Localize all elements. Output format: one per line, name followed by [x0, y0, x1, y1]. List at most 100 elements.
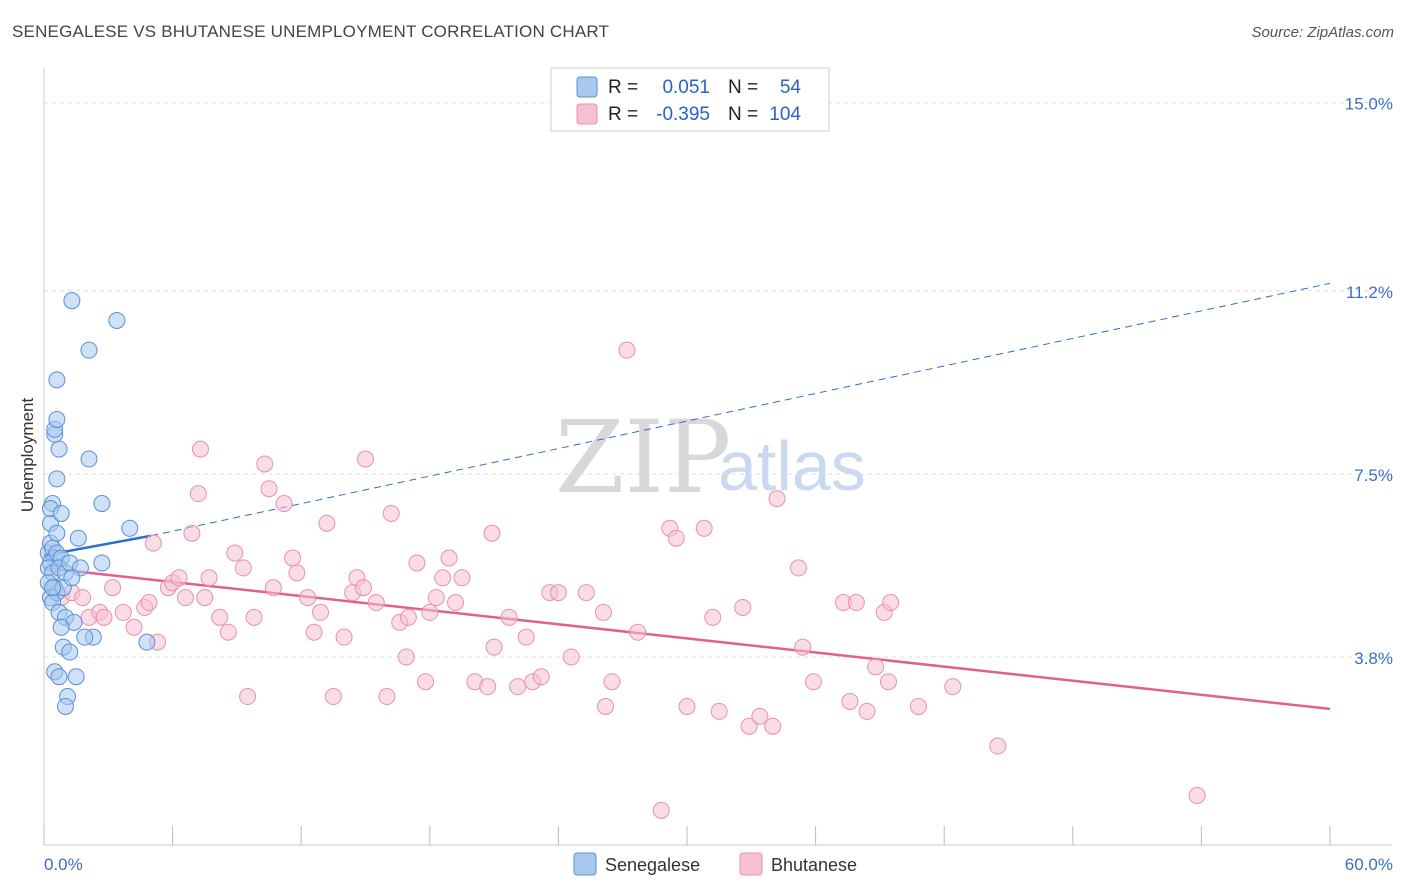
bhutanese-point — [667, 529, 685, 547]
bhutanese-point — [256, 455, 274, 473]
bhutanese-point — [509, 678, 527, 696]
bhutanese-trend-line — [43, 566, 1331, 711]
senegalese-point — [52, 618, 70, 636]
bhutanese-point — [335, 628, 353, 646]
bhutanese-point — [305, 623, 323, 641]
tick-labels: 3.8% 7.5% 11.2% 15.0% 0.0% 60.0% — [44, 95, 1393, 874]
y-tick-label: 7.5% — [1354, 466, 1393, 485]
watermark-atlas: atlas — [718, 427, 866, 505]
bhutanese-point — [318, 514, 336, 532]
bhutanese-point — [284, 549, 302, 567]
bhutanese-point — [408, 554, 426, 572]
bhutanese-point — [211, 608, 229, 626]
bhutanese-point — [421, 603, 439, 621]
bhutanese-point — [549, 584, 567, 602]
x-tick-label: 60.0% — [1345, 855, 1393, 874]
senegalese-point — [50, 440, 68, 458]
legend-r-value-senegalese: 0.051 — [662, 77, 710, 98]
legend-n-label-senegalese: N = — [728, 77, 758, 98]
bhutanese-point — [183, 524, 201, 542]
legend-n-label-bhutanese: N = — [728, 104, 758, 125]
bhutanese-point — [200, 569, 218, 587]
chart-title: SENEGALESE VS BHUTANESE UNEMPLOYMENT COR… — [12, 22, 610, 41]
bhutanese-point — [144, 534, 162, 552]
bhutanese-point — [260, 480, 278, 498]
bhutanese-point — [594, 603, 612, 621]
bhutanese-point — [847, 594, 865, 612]
bhutanese-point — [629, 623, 647, 641]
bhutanese-point — [764, 717, 782, 735]
bhutanese-point — [989, 737, 1007, 755]
senegalese-point — [52, 504, 70, 522]
bhutanese-point — [517, 628, 535, 646]
bhutanese-point — [176, 589, 194, 607]
bhutanese-point — [367, 594, 385, 612]
grid — [44, 102, 1392, 658]
bhutanese-point — [434, 569, 452, 587]
bhutanese-point — [618, 341, 636, 359]
bhutanese-point — [652, 801, 670, 819]
senegalese-point — [48, 524, 66, 542]
bhutanese-point — [354, 579, 372, 597]
bhutanese-point — [288, 564, 306, 582]
bhutanese-point — [882, 594, 900, 612]
legend-r-label-bhutanese: R = — [608, 104, 638, 125]
bhutanese-point — [603, 673, 621, 691]
bhutanese-point — [562, 648, 580, 666]
bhutanese-point — [239, 688, 257, 706]
watermark-zip: ZIP — [555, 399, 731, 516]
bhutanese-point — [170, 569, 188, 587]
bhutanese-point — [804, 673, 822, 691]
y-tick-label: 15.0% — [1345, 95, 1393, 114]
bhutanese-point — [768, 490, 786, 508]
legend-r-value-bhutanese: -0.395 — [656, 104, 710, 125]
series-legend-label-bhutanese: Bhutanese — [771, 855, 857, 875]
senegalese-point — [80, 450, 98, 468]
y-tick-label: 11.2% — [1346, 283, 1393, 302]
legend-r-label-senegalese: R = — [608, 77, 638, 98]
bhutanese-point — [275, 495, 293, 513]
bhutanese-point — [245, 608, 263, 626]
bhutanese-point — [740, 717, 758, 735]
bhutanese-point — [357, 450, 374, 468]
senegalese-point — [67, 668, 85, 686]
bhutanese-point — [577, 584, 595, 602]
bhutanese-point — [196, 589, 214, 607]
senegalese-point — [48, 470, 66, 488]
legend-swatch-senegalese — [576, 76, 598, 98]
bhutanese-point — [453, 569, 471, 587]
x-tick-label: 0.0% — [44, 855, 83, 874]
bhutanese-point — [140, 594, 158, 612]
bhutanese-point — [74, 589, 92, 607]
legend-swatch-bhutanese — [576, 103, 598, 125]
y-tick-label: 3.8% — [1354, 649, 1393, 668]
senegalese-point — [121, 519, 139, 537]
axes — [43, 68, 1392, 846]
bhutanese-point — [500, 608, 518, 626]
bhutanese-point — [841, 692, 859, 710]
senegalese-point — [138, 633, 156, 651]
chart-source: Source: ZipAtlas.com — [1251, 24, 1394, 41]
bhutanese-point — [417, 673, 435, 691]
series-legend: Senegalese Bhutanese — [573, 852, 857, 876]
series-legend-swatch-senegalese — [573, 852, 597, 876]
senegalese-point — [93, 495, 111, 513]
senegalese-point — [76, 628, 94, 646]
bhutanese-point — [532, 668, 550, 686]
bhutanese-point — [909, 697, 927, 715]
bhutanese-point — [710, 702, 728, 720]
bhutanese-point — [234, 559, 252, 577]
bhutanese-point — [789, 559, 807, 577]
bhutanese-point — [483, 524, 501, 542]
bhutanese-point — [299, 589, 317, 607]
bhutanese-point — [399, 608, 417, 626]
senegalese-point — [50, 668, 68, 686]
bhutanese-point — [794, 638, 812, 656]
bhutanese-point — [734, 598, 752, 616]
bhutanese-point — [751, 707, 769, 725]
bhutanese-point — [189, 485, 207, 503]
bhutanese-point — [324, 688, 342, 706]
bhutanese-point — [104, 579, 122, 597]
bhutanese-point — [858, 702, 876, 720]
